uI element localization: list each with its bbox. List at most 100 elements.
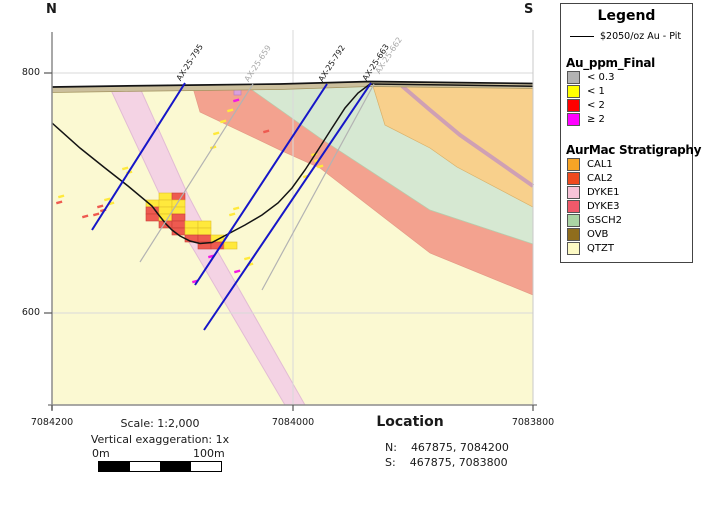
color-swatch xyxy=(567,157,580,171)
drillhole-trace-AX-25-659[interactable] xyxy=(139,83,254,263)
assay-tick xyxy=(82,214,89,219)
legend-item: < 0.3 xyxy=(567,70,687,84)
drillhole-trace-AX-25-662[interactable] xyxy=(261,83,375,291)
assay-block xyxy=(197,234,212,243)
pit-line-sample xyxy=(570,36,594,37)
assay-block xyxy=(158,192,173,201)
y-axis-label-800: 800 xyxy=(21,67,40,78)
pit-line-label: $2050/oz Au - Pit xyxy=(600,31,682,42)
assay-block xyxy=(171,220,186,229)
assay-block xyxy=(158,199,173,208)
legend-item: QTZT xyxy=(567,241,687,255)
location-north-row: N: 467875, 7084200 xyxy=(385,441,509,454)
scalebar-end-label: 100m xyxy=(193,447,225,460)
assay-tick xyxy=(233,98,240,103)
assay-tick xyxy=(103,197,111,202)
drillhole-layer xyxy=(91,82,375,331)
legend-item-label: OVB xyxy=(587,228,609,240)
legend-item: OVB xyxy=(567,227,687,241)
drillhole-trace-AX-25-795[interactable] xyxy=(91,82,186,231)
legend-item-label: CAL1 xyxy=(587,158,613,170)
assay-block xyxy=(210,234,225,243)
scalebar-segment xyxy=(160,462,191,471)
assay-block xyxy=(145,213,160,222)
legend-item: ≥ 2 xyxy=(567,112,687,126)
legend-item: CAL1 xyxy=(567,157,687,171)
assay-block xyxy=(171,213,186,222)
assay-block xyxy=(158,206,173,215)
assay-tick xyxy=(229,212,236,217)
x-axis-label-7083800: 7083800 xyxy=(511,417,555,428)
scale-text: Scale: 1:2,000 xyxy=(120,417,200,430)
assay-block xyxy=(197,227,212,236)
assay-tick xyxy=(244,256,251,261)
assay-tick xyxy=(213,131,220,136)
topo-surface-line xyxy=(51,80,534,88)
legend-item: GSCH2 xyxy=(567,213,687,227)
legend-item-label: < 1 xyxy=(587,85,605,97)
legend-section-strat-title: AurMac Stratigraphy xyxy=(566,143,702,157)
assay-tick xyxy=(316,164,324,169)
legend-item: < 2 xyxy=(567,98,687,112)
legend-item-label: < 0.3 xyxy=(587,71,615,83)
geology-dyke-stripe xyxy=(400,84,535,188)
legend-item: DYKE1 xyxy=(567,185,687,199)
legend-item: CAL2 xyxy=(567,171,687,185)
assay-tick xyxy=(233,206,240,211)
legend-item-label: DYKE3 xyxy=(587,200,620,212)
assay-tick xyxy=(208,254,215,259)
assay-tick xyxy=(234,269,241,274)
color-swatch xyxy=(567,171,580,185)
scalebar-segment xyxy=(190,462,221,471)
assay-block xyxy=(197,220,212,229)
legend-item-label: QTZT xyxy=(587,242,614,254)
drillhole-trace-AX-25-663[interactable] xyxy=(203,82,372,331)
legend-item: < 1 xyxy=(567,84,687,98)
assay-tick xyxy=(56,200,63,205)
location-title: Location xyxy=(376,414,444,430)
x-axis-label-7084200: 7084200 xyxy=(30,417,74,428)
legend-panel: Legend $2050/oz Au - Pit Au_ppm_Final < … xyxy=(560,3,702,263)
location-south-row: S: 467875, 7083800 xyxy=(385,456,508,469)
assay-tick xyxy=(227,108,234,113)
location-south-label: S: xyxy=(385,456,396,469)
y-axis-label-600: 600 xyxy=(21,307,40,318)
color-swatch xyxy=(567,185,580,199)
location-north-label: N: xyxy=(385,441,397,454)
color-swatch xyxy=(567,70,580,84)
x-axis-label-7084000: 7084000 xyxy=(271,417,315,428)
assay-tick xyxy=(122,166,129,171)
legend-section-au-title: Au_ppm_Final xyxy=(566,56,655,70)
legend-title: Legend xyxy=(597,8,656,24)
assay-tick xyxy=(92,212,100,217)
vertical-exaggeration-text: Vertical exaggeration: 1x xyxy=(90,433,230,446)
legend-pit-row: $2050/oz Au - Pit xyxy=(570,31,687,42)
north-marker: N xyxy=(46,2,57,17)
assay-tick xyxy=(57,194,65,199)
south-marker: S xyxy=(524,2,534,17)
location-north-value: 467875, 7084200 xyxy=(410,441,509,454)
legend-item-label: GSCH2 xyxy=(587,214,622,226)
color-swatch xyxy=(567,227,580,241)
drillhole-trace-AX-25-792[interactable] xyxy=(194,83,328,286)
assay-block xyxy=(184,227,199,236)
color-swatch xyxy=(567,98,580,112)
assay-tick xyxy=(96,204,104,209)
assay-tick xyxy=(107,201,115,206)
legend-item-label: < 2 xyxy=(587,99,605,111)
color-swatch xyxy=(567,199,580,213)
color-swatch xyxy=(567,84,580,98)
color-swatch xyxy=(567,241,580,255)
legend-item-label: CAL2 xyxy=(587,172,613,184)
scalebar-segment xyxy=(129,462,160,471)
scalebar-start-label: 0m xyxy=(92,447,110,460)
assay-tick xyxy=(263,129,270,134)
legend-item: DYKE3 xyxy=(567,199,687,213)
legend-item-label: ≥ 2 xyxy=(587,113,605,125)
scalebar-segment xyxy=(99,462,130,471)
color-swatch xyxy=(567,112,580,126)
scalebar xyxy=(98,461,222,472)
assay-block xyxy=(223,241,238,250)
